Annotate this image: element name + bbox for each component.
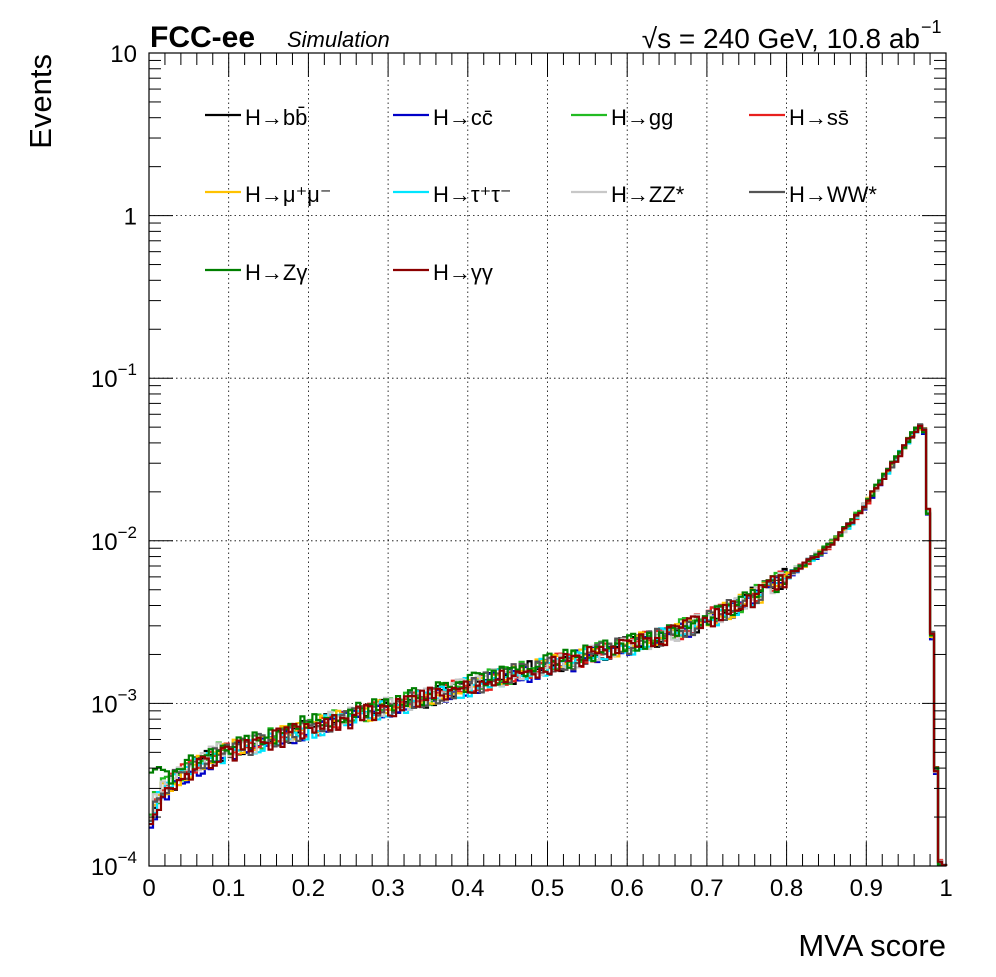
- legend-label-7: H→ZZ*: [611, 182, 685, 207]
- tick-marks: [148, 52, 947, 867]
- x-tick-label: 0.2: [292, 875, 325, 902]
- y-tick-label: 1: [124, 204, 137, 231]
- x-tick-label: 0.6: [611, 875, 644, 902]
- legend-label-2: H→cc̄: [433, 105, 493, 130]
- y-tick-label: 10−4: [91, 848, 137, 881]
- x-tick-label: 0.3: [371, 875, 404, 902]
- x-tick-label: 1: [939, 875, 952, 902]
- x-tick-label: 0.5: [531, 875, 564, 902]
- y-tick-label: 10: [110, 41, 137, 68]
- legend-label-8: H→WW*: [789, 182, 877, 207]
- series-group: [149, 423, 948, 867]
- y-tick-label: 10−1: [91, 360, 137, 393]
- series-line-4: [149, 424, 948, 867]
- legend-label-10: H→γγ: [433, 260, 493, 285]
- legend-label-9: H→Zγ: [245, 260, 307, 285]
- legend-label-5: H→μ⁺μ⁻: [245, 182, 331, 207]
- x-tick-label: 0.7: [690, 875, 723, 902]
- experiment-label: FCC-ee: [150, 21, 255, 54]
- x-tick-label: 0.1: [212, 875, 245, 902]
- energy-exponent: −1: [921, 17, 942, 37]
- y-axis-title: Events: [23, 54, 58, 149]
- status-label: Simulation: [287, 27, 390, 52]
- legend-label-6: H→τ⁺τ⁻: [433, 182, 512, 207]
- y-tick-label: 10−2: [91, 523, 137, 556]
- x-tick-label: 0.4: [451, 875, 484, 902]
- legend-label-4: H→ss̄: [789, 105, 849, 130]
- series-line-1: [149, 423, 948, 867]
- grid: [149, 53, 946, 866]
- series-line-10: [149, 424, 948, 867]
- x-axis-title: MVA score: [798, 928, 946, 963]
- legend-label-3: H→gg: [611, 105, 673, 130]
- x-tick-label: 0.9: [850, 875, 883, 902]
- x-tick-label: 0.8: [770, 875, 803, 902]
- tick-labels: 0 0.1 0.2 0.3 0.4 0.5 0.6 0.7 0.8 0.9 1 10−4 10−3 10−…: [91, 41, 953, 902]
- legend: H→bb̄ H→cc̄ H→gg H→ss̄ H→μ⁺μ⁻ H→τ⁺τ⁻ H→ZZ* H→WW…: [205, 105, 877, 285]
- energy-label: √s = 240 GeV, 10.8 ab: [642, 23, 920, 54]
- x-tick-label: 0: [142, 875, 155, 902]
- legend-label-1: H→bb̄: [245, 105, 307, 130]
- y-tick-label: 10−3: [91, 685, 137, 718]
